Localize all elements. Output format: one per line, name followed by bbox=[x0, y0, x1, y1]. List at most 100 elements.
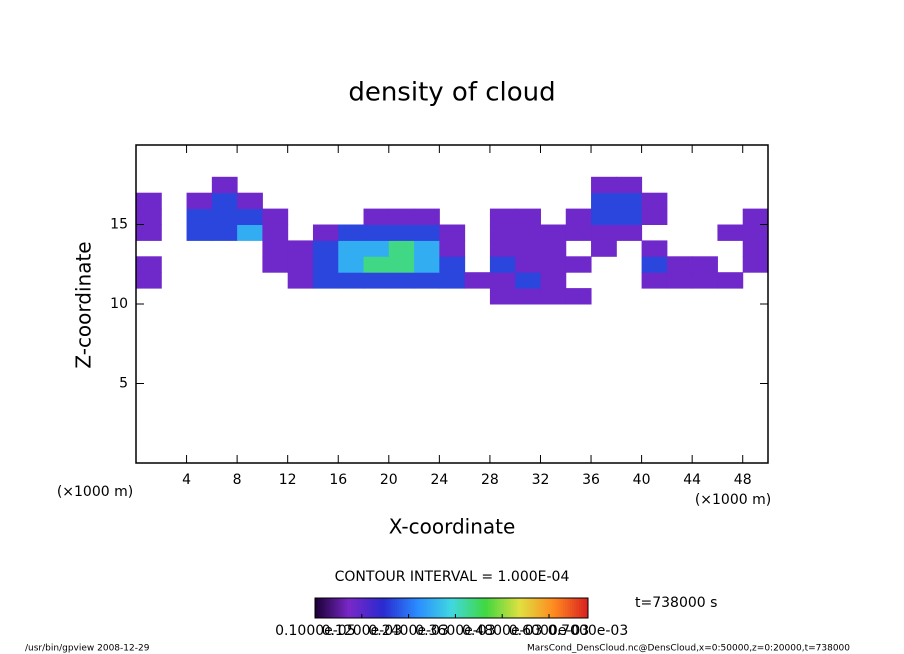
cell bbox=[641, 208, 668, 225]
colorbar-band bbox=[471, 598, 475, 618]
cell bbox=[414, 208, 440, 225]
cell bbox=[312, 240, 339, 257]
colorbar-band bbox=[499, 598, 503, 618]
colorbar-tick-label: 0.3600e-03 bbox=[415, 623, 495, 639]
colorbar-band bbox=[483, 598, 487, 618]
colorbar-band bbox=[460, 598, 464, 618]
time-label: t=738000 s bbox=[635, 595, 717, 611]
cell bbox=[616, 176, 643, 194]
colorbar-band bbox=[453, 598, 457, 618]
cell bbox=[287, 240, 314, 257]
colorbar-band bbox=[565, 598, 569, 618]
colorbar-band bbox=[540, 598, 543, 618]
colorbar-band bbox=[342, 598, 346, 618]
colorbar-band bbox=[328, 598, 332, 618]
x-tick-label: 36 bbox=[582, 472, 600, 488]
contour-interval: CONTOUR INTERVAL = 1.000E-04 bbox=[335, 569, 570, 585]
colorbar-band bbox=[503, 598, 507, 618]
cell bbox=[464, 272, 491, 289]
colorbar-band bbox=[387, 598, 391, 618]
cell bbox=[515, 208, 541, 225]
colorbar-tick-label: 0.1200e-03 bbox=[322, 623, 402, 639]
cell bbox=[489, 224, 516, 241]
colorbar-band bbox=[519, 598, 523, 618]
colorbar-band bbox=[433, 598, 437, 618]
colorbar-band bbox=[510, 598, 514, 618]
colorbar-band bbox=[551, 598, 555, 618]
x-tick-label: 28 bbox=[481, 472, 499, 488]
colorbar-band bbox=[335, 598, 339, 618]
cell bbox=[262, 208, 289, 225]
colorbar-band bbox=[578, 598, 582, 618]
cell bbox=[439, 224, 466, 241]
cell bbox=[540, 224, 567, 241]
cell bbox=[565, 288, 592, 305]
cell bbox=[515, 224, 541, 241]
cell bbox=[388, 272, 415, 289]
cell bbox=[414, 256, 440, 273]
colorbar-band bbox=[512, 598, 516, 618]
colorbar-band bbox=[474, 598, 478, 618]
colorbar-band bbox=[528, 598, 532, 618]
colorbar-band bbox=[424, 598, 427, 618]
cell bbox=[439, 256, 466, 273]
cell bbox=[591, 240, 617, 257]
colorbar-band bbox=[569, 598, 573, 618]
colorbar-band bbox=[324, 598, 327, 618]
cell bbox=[742, 208, 769, 225]
cell bbox=[515, 272, 541, 289]
cell bbox=[540, 240, 567, 257]
cell bbox=[515, 240, 541, 257]
colorbar-band bbox=[346, 598, 350, 618]
colorbar-band bbox=[321, 598, 325, 618]
cell bbox=[363, 240, 390, 257]
colorbar-band bbox=[562, 598, 566, 618]
colorbar-tick-label: 0.2400e-03 bbox=[368, 623, 448, 639]
x-tick-label: 4 bbox=[182, 472, 191, 488]
cell bbox=[489, 272, 516, 289]
cell bbox=[338, 224, 365, 241]
colorbar-band bbox=[522, 598, 525, 618]
colorbar-band bbox=[469, 598, 473, 618]
colorbar-band bbox=[560, 598, 564, 618]
cell bbox=[262, 240, 289, 257]
x-tick-label: 20 bbox=[380, 472, 398, 488]
cell bbox=[641, 272, 668, 289]
cell bbox=[237, 192, 263, 210]
colorbar-band bbox=[572, 598, 575, 618]
colorbar-band bbox=[349, 598, 352, 618]
colorbar-band bbox=[383, 598, 387, 618]
colorbar-band bbox=[415, 598, 418, 618]
colorbar-band bbox=[315, 598, 318, 618]
x-tick-label: 44 bbox=[683, 472, 701, 488]
cell bbox=[641, 192, 668, 210]
colorbar-band bbox=[458, 598, 462, 618]
y-tick-label: 10 bbox=[110, 296, 128, 312]
cell bbox=[742, 256, 769, 273]
colorbar-band bbox=[344, 598, 348, 618]
colorbar-frame bbox=[314, 597, 589, 619]
cell bbox=[388, 224, 415, 241]
y-unit: (×1000 m) bbox=[57, 484, 133, 500]
cell bbox=[717, 272, 744, 289]
cell bbox=[186, 224, 213, 241]
colorbar-band bbox=[394, 598, 398, 618]
colorbar-band bbox=[449, 598, 452, 618]
colorbar-band bbox=[351, 598, 355, 618]
colorbar-band bbox=[419, 598, 423, 618]
cell bbox=[363, 256, 390, 273]
footer-right: MarsCond_DensCloud.nc@DensCloud,x=0:5000… bbox=[527, 644, 850, 654]
cell bbox=[211, 224, 238, 241]
cell bbox=[515, 288, 541, 305]
x-tick-label: 32 bbox=[532, 472, 550, 488]
cell bbox=[136, 192, 162, 210]
cell bbox=[363, 272, 390, 289]
cell bbox=[363, 208, 390, 225]
colorbar-tick-label: 0.1000e-05 bbox=[275, 623, 355, 639]
colorbar-band bbox=[517, 598, 521, 618]
cell bbox=[591, 176, 617, 194]
colorbar-band bbox=[410, 598, 414, 618]
cell bbox=[489, 288, 516, 305]
colorbar-band bbox=[515, 598, 518, 618]
cell bbox=[439, 272, 466, 289]
